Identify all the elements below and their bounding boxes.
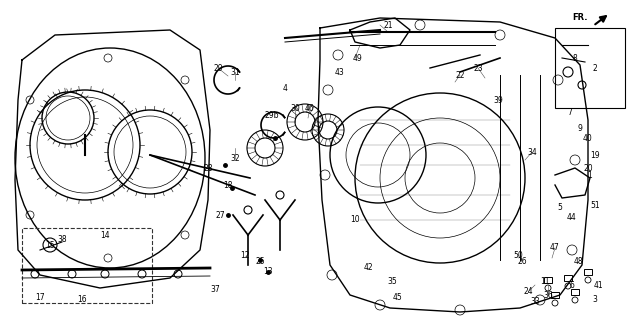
- Text: 47: 47: [550, 244, 560, 252]
- Text: 22: 22: [455, 70, 465, 79]
- Text: 1: 1: [587, 171, 593, 180]
- Text: 51: 51: [590, 201, 600, 210]
- Text: 45: 45: [393, 293, 403, 302]
- Text: 26: 26: [517, 258, 527, 267]
- Text: 17: 17: [35, 293, 45, 302]
- Bar: [544, 277, 552, 283]
- Text: 43: 43: [335, 68, 345, 76]
- Text: 7: 7: [567, 108, 572, 116]
- Text: 8: 8: [572, 53, 577, 62]
- Bar: [584, 269, 592, 275]
- Text: 2: 2: [593, 63, 598, 73]
- Text: 15: 15: [45, 241, 55, 250]
- Text: 49: 49: [353, 53, 363, 62]
- Text: 29: 29: [213, 63, 223, 73]
- Text: 44: 44: [567, 213, 577, 222]
- Text: 38: 38: [57, 236, 67, 244]
- Text: 19: 19: [590, 150, 600, 159]
- Text: 33: 33: [530, 298, 540, 307]
- Text: 3: 3: [593, 295, 598, 305]
- Bar: [551, 292, 559, 298]
- Bar: [555, 28, 625, 108]
- Text: 18: 18: [223, 180, 233, 189]
- Text: 14: 14: [100, 230, 110, 239]
- Text: 27: 27: [215, 211, 225, 220]
- Text: 25: 25: [255, 258, 265, 267]
- Text: 11: 11: [540, 277, 550, 286]
- Text: 34: 34: [527, 148, 537, 156]
- Text: 31: 31: [230, 68, 240, 76]
- Text: 32: 32: [230, 154, 240, 163]
- Text: 21: 21: [383, 20, 393, 29]
- Text: 6: 6: [569, 281, 574, 290]
- Text: 35: 35: [387, 277, 397, 286]
- Text: FR.: FR.: [572, 13, 587, 22]
- Text: 24: 24: [523, 287, 533, 297]
- Text: 48: 48: [573, 258, 583, 267]
- Text: 4: 4: [283, 84, 287, 92]
- Text: 10: 10: [350, 215, 360, 225]
- Text: 46: 46: [305, 103, 315, 113]
- Text: 30: 30: [290, 103, 300, 113]
- Text: 12: 12: [240, 251, 250, 260]
- Text: 20: 20: [583, 164, 593, 172]
- Text: 29b: 29b: [265, 110, 279, 119]
- Text: 37: 37: [210, 285, 220, 294]
- Bar: [564, 275, 572, 281]
- Text: 23: 23: [473, 63, 483, 73]
- Text: 41: 41: [593, 281, 603, 290]
- Text: 5: 5: [557, 204, 562, 212]
- Text: 16: 16: [77, 295, 87, 305]
- Text: 39: 39: [493, 95, 503, 105]
- Bar: [571, 289, 579, 295]
- Text: 42: 42: [363, 263, 373, 273]
- Text: 40: 40: [583, 133, 593, 142]
- Text: 9: 9: [577, 124, 582, 132]
- Text: 28: 28: [203, 164, 213, 172]
- Text: 50: 50: [513, 251, 523, 260]
- Bar: [22, 228, 152, 303]
- Text: 13: 13: [263, 268, 273, 276]
- Text: 36: 36: [543, 291, 553, 300]
